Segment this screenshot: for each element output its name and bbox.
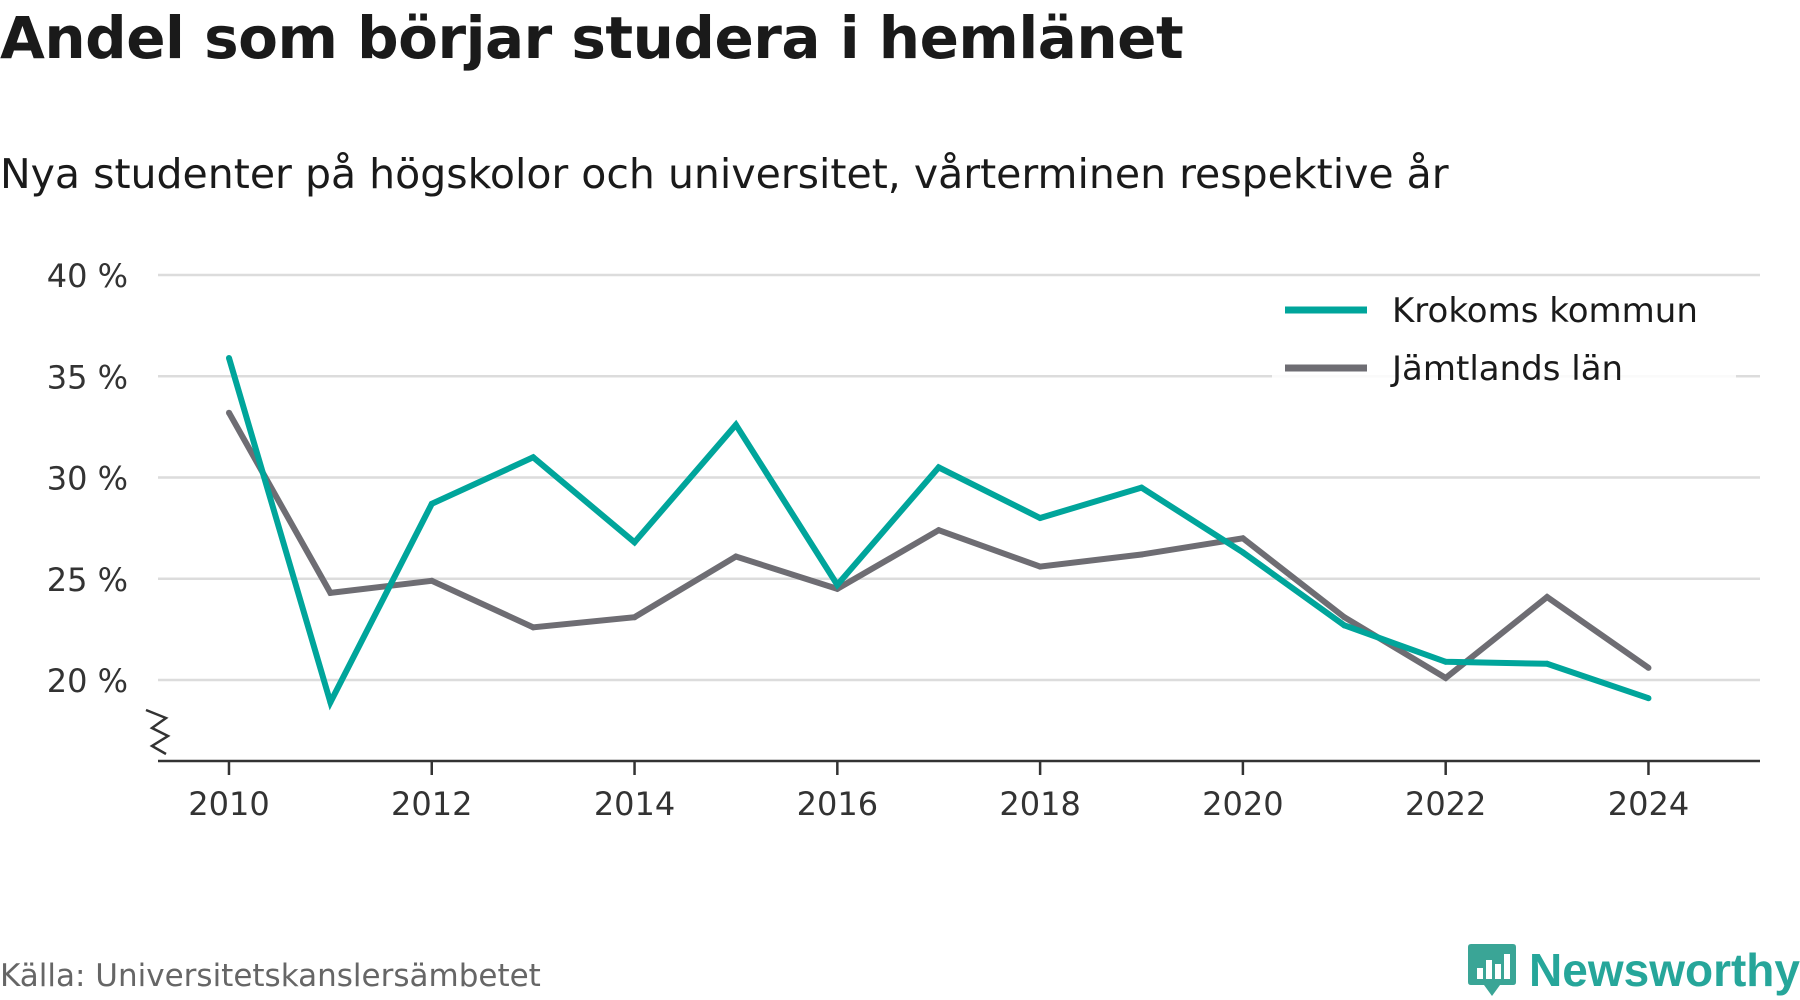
y-tick-label: 40 % bbox=[47, 257, 128, 295]
data-point bbox=[1341, 614, 1348, 621]
source-note: Källa: Universitetskanslersämbetet bbox=[0, 958, 541, 994]
chart-title: Andel som börjar studera i hemlänet bbox=[0, 4, 1184, 72]
brand-logo: Newsworthy bbox=[1467, 940, 1800, 1000]
data-point bbox=[428, 500, 435, 507]
data-point bbox=[732, 553, 739, 560]
data-point bbox=[631, 614, 638, 621]
data-point bbox=[1239, 535, 1246, 542]
x-axis: 2010 2012 2014 2016 2018 2020 2022 2024 bbox=[158, 759, 1760, 823]
data-point bbox=[225, 409, 232, 416]
data-point bbox=[530, 624, 537, 631]
y-tick-label: 20 % bbox=[47, 662, 128, 700]
data-point bbox=[327, 699, 334, 706]
x-tick-label: 2014 bbox=[594, 785, 675, 823]
y-axis-ticks: 20 % 25 % 30 % 35 % 40 % bbox=[47, 257, 128, 700]
series-lines bbox=[225, 355, 1652, 711]
x-tick-label: 2020 bbox=[1202, 785, 1283, 823]
data-point bbox=[1645, 695, 1652, 702]
data-point bbox=[1037, 515, 1044, 521]
data-point bbox=[327, 589, 334, 596]
x-tick-label: 2018 bbox=[999, 785, 1080, 823]
legend-label: Krokoms kommun bbox=[1392, 291, 1698, 331]
data-point bbox=[1645, 664, 1652, 671]
chart-subtitle: Nya studenter på högskolor och universit… bbox=[0, 150, 1449, 198]
y-tick-label: 30 % bbox=[47, 460, 128, 498]
data-point bbox=[1138, 551, 1145, 558]
data-point bbox=[1442, 674, 1449, 681]
data-point bbox=[1442, 658, 1449, 665]
y-tick-label: 25 % bbox=[47, 561, 128, 599]
data-point bbox=[1239, 549, 1246, 556]
data-point bbox=[732, 421, 739, 428]
data-point bbox=[631, 539, 638, 546]
data-point bbox=[1138, 484, 1145, 491]
x-tick-label: 2016 bbox=[797, 785, 878, 823]
axis-break-icon bbox=[145, 708, 171, 756]
data-point bbox=[530, 454, 537, 461]
data-point bbox=[935, 527, 942, 534]
data-point bbox=[1544, 593, 1551, 600]
y-tick-label: 35 % bbox=[47, 358, 128, 396]
data-point bbox=[1037, 563, 1044, 570]
legend: Krokoms kommun Jämtlands län bbox=[1272, 282, 1736, 394]
x-tick-label: 2024 bbox=[1608, 785, 1689, 823]
data-point bbox=[225, 355, 232, 362]
x-tick-label: 2012 bbox=[391, 785, 472, 823]
data-point bbox=[428, 577, 435, 584]
x-tick-label: 2022 bbox=[1405, 785, 1486, 823]
data-point bbox=[1544, 660, 1551, 667]
line-chart: 20 %25 %30 %35 %40 % 2010 2012 2014 2016 201… bbox=[47, 257, 1760, 823]
data-point bbox=[935, 464, 942, 471]
newsworthy-logo-icon bbox=[1468, 944, 1517, 996]
legend-background bbox=[1272, 282, 1736, 394]
data-point bbox=[834, 581, 841, 588]
x-tick-label: 2010 bbox=[188, 785, 269, 823]
legend-label: Jämtlands län bbox=[1390, 349, 1623, 389]
series-line bbox=[226, 411, 1651, 682]
data-point bbox=[1341, 622, 1348, 629]
brand-name: Newsworthy bbox=[1529, 944, 1800, 996]
